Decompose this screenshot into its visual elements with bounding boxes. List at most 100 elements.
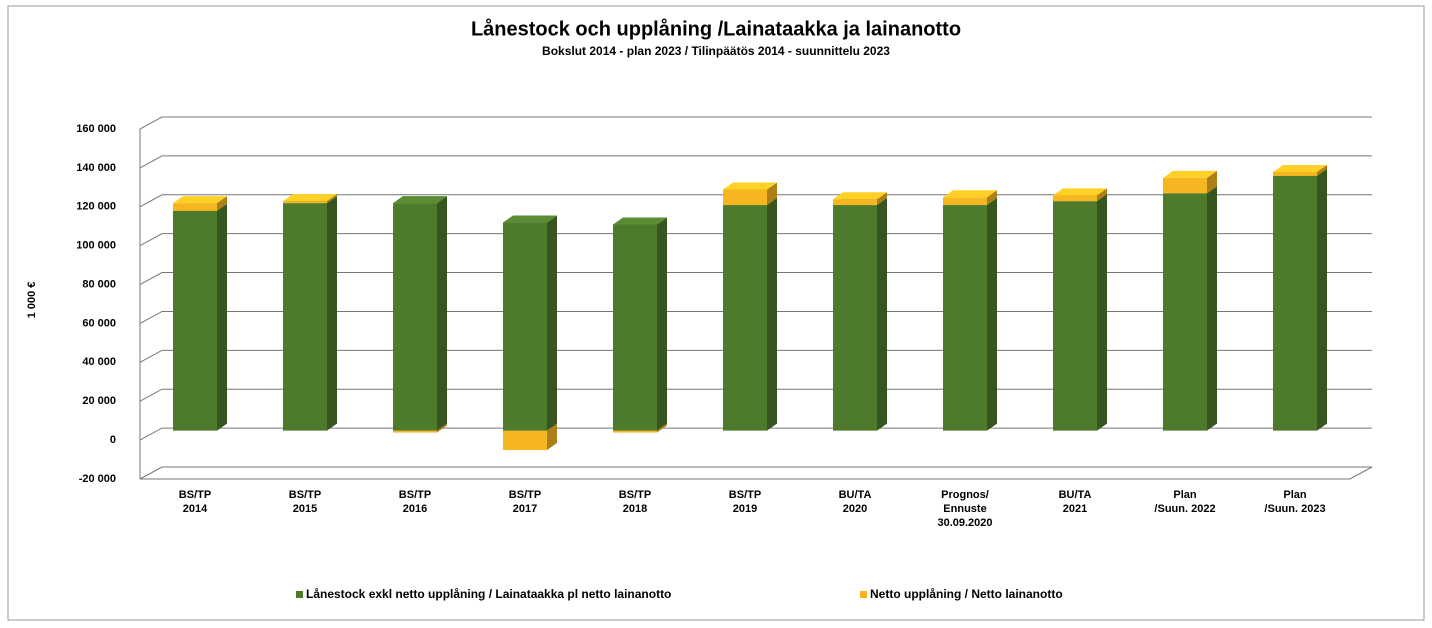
bar-face <box>1097 194 1107 431</box>
bar-face <box>833 192 887 200</box>
bar-face <box>987 190 997 206</box>
bar-face <box>547 215 557 431</box>
x-tick-label: /Suun. 2023 <box>1264 503 1325 515</box>
x-tick-label: Ennuste <box>943 503 986 515</box>
bar-face <box>1207 186 1217 431</box>
bar-face <box>613 217 667 225</box>
bar <box>1273 165 1327 176</box>
x-tick-label: 2015 <box>293 503 317 515</box>
x-tick-label: 30.09.2020 <box>937 517 992 529</box>
bar-face <box>1163 177 1207 194</box>
bar-face <box>393 430 437 433</box>
bar-face <box>1273 172 1317 176</box>
x-tick-label: Prognos/ <box>941 489 989 501</box>
x-tick-label: Plan <box>1173 489 1197 501</box>
bar-face <box>1163 170 1217 178</box>
y-tick-label: 60 000 <box>82 317 116 329</box>
y-tick-label: 140 000 <box>76 162 116 174</box>
bar-face <box>943 190 997 198</box>
bar <box>613 217 667 431</box>
bar-face <box>217 196 227 211</box>
chart-title: Lånestock och upplåning /Lainataakka ja … <box>471 17 961 40</box>
x-tick-label: 2017 <box>513 503 537 515</box>
y-tick-label: 20 000 <box>82 395 116 407</box>
bar-face <box>877 198 887 431</box>
x-tick-label: 2014 <box>183 503 208 515</box>
bar-face <box>503 215 557 223</box>
bar <box>1053 188 1107 202</box>
x-tick-label: BS/TP <box>289 489 321 501</box>
x-tick-label: BS/TP <box>509 489 541 501</box>
x-tick-label: BU/TA <box>1059 489 1092 501</box>
bar-face <box>1317 168 1327 431</box>
x-tick-label: 2016 <box>403 503 427 515</box>
bar-face <box>393 196 447 204</box>
x-tick-label: BS/TP <box>179 489 211 501</box>
bar-face <box>723 205 767 431</box>
bar-face <box>1053 188 1107 196</box>
y-tick-label: 120 000 <box>76 201 116 213</box>
y-axis-label: 1 000 € <box>26 282 38 319</box>
bar <box>503 215 557 431</box>
bar-face <box>723 182 777 190</box>
bar-face <box>327 194 337 204</box>
bar <box>1163 170 1217 194</box>
bar <box>173 203 227 431</box>
bar-face <box>173 196 227 204</box>
bar <box>943 190 997 206</box>
x-tick-label: BS/TP <box>729 489 761 501</box>
bar-face <box>1053 195 1097 202</box>
bar <box>1163 186 1217 431</box>
x-tick-label: BU/TA <box>839 489 872 501</box>
bar-face <box>217 203 227 431</box>
legend-swatch <box>860 591 867 598</box>
bar-face <box>1273 175 1317 431</box>
bar-face <box>767 182 777 206</box>
legend-label: Netto upplåning / Netto lainanotto <box>870 587 1063 601</box>
x-tick-label: BS/TP <box>399 489 431 501</box>
x-tick-label: 2019 <box>733 503 757 515</box>
bar-face <box>393 203 437 431</box>
bar-face <box>283 203 327 431</box>
bar-face <box>1163 193 1207 431</box>
y-tick-label: 40 000 <box>82 356 116 368</box>
bar <box>283 196 337 431</box>
bar-face <box>877 192 887 206</box>
bar-face <box>613 430 657 433</box>
bar <box>1053 194 1107 431</box>
chart-subtitle: Bokslut 2014 - plan 2023 / Tilinpäätös 2… <box>542 44 890 58</box>
legend-label: Lånestock exkl netto upplåning / Lainata… <box>306 587 671 601</box>
bar <box>173 196 227 211</box>
bar-face <box>503 430 547 451</box>
bar-face <box>173 203 217 211</box>
x-tick-label: BS/TP <box>619 489 651 501</box>
bar-face <box>1207 170 1217 194</box>
y-tick-label: 100 000 <box>76 240 116 252</box>
grid-line <box>139 116 1372 130</box>
x-tick-label: 2021 <box>1063 503 1087 515</box>
bar <box>393 196 447 431</box>
bar-face <box>943 205 987 431</box>
bar-face <box>833 199 877 206</box>
legend-swatch <box>296 591 303 598</box>
bar-face <box>437 423 447 433</box>
bar <box>723 182 777 206</box>
bar-face <box>327 196 337 431</box>
bar-face <box>1273 165 1327 172</box>
bar-face <box>767 198 777 431</box>
bar-face <box>723 189 767 206</box>
bar-face <box>833 205 877 431</box>
bar-face <box>1097 188 1107 202</box>
grid-line <box>139 466 1372 480</box>
bar-face <box>657 423 667 433</box>
floor-edge <box>140 466 1373 480</box>
bar-face <box>987 198 997 431</box>
grid-line <box>139 155 1372 169</box>
y-tick-label: 160 000 <box>76 123 116 135</box>
bar <box>723 198 777 431</box>
y-tick-label: 80 000 <box>82 278 116 290</box>
x-tick-label: 2018 <box>623 503 647 515</box>
bar-face <box>1317 165 1327 176</box>
bar-face <box>613 224 657 431</box>
